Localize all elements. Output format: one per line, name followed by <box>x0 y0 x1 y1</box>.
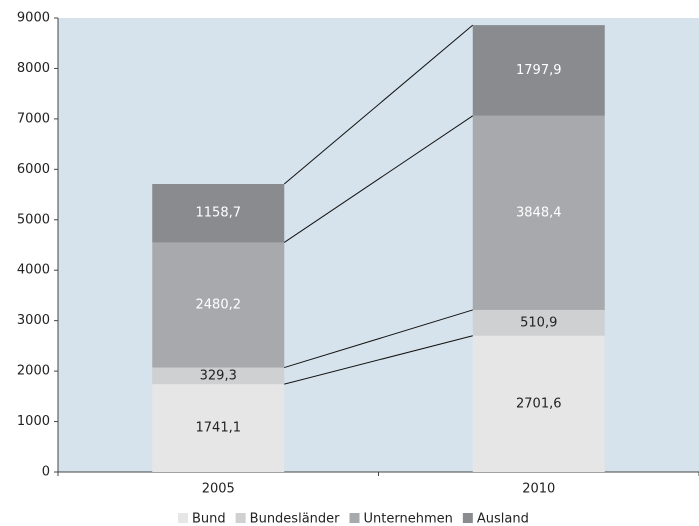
value-label: 2701,6 <box>516 396 562 411</box>
value-label: 1158,7 <box>196 206 242 221</box>
value-label: 3848,4 <box>516 205 562 220</box>
y-tick-label: 6000 <box>17 162 50 177</box>
y-tick-label: 9000 <box>17 11 50 26</box>
connector <box>283 115 474 243</box>
value-label: 510,9 <box>520 315 557 330</box>
value-label: 2480,2 <box>196 298 242 313</box>
legend-swatch <box>462 513 473 523</box>
legend-label: Bund <box>192 512 226 526</box>
y-tick-label: 8000 <box>17 61 50 76</box>
y-tick-label: 2000 <box>17 364 50 379</box>
y-tick-label: 4000 <box>17 263 50 278</box>
connector <box>283 24 474 185</box>
bar-segment <box>152 384 285 472</box>
legend-swatch <box>235 513 246 523</box>
value-label: 1741,1 <box>196 421 242 436</box>
bar-segment <box>472 115 605 310</box>
legend-label: Unternehmen <box>364 512 453 526</box>
bar-segment <box>152 242 285 368</box>
connector <box>284 335 473 385</box>
y-tick-label: 7000 <box>17 111 50 126</box>
y-tick-label: 3000 <box>17 313 50 328</box>
bar-segment <box>152 183 285 243</box>
y-tick-label: 0 <box>42 465 50 480</box>
y-tick-label: 1000 <box>17 414 50 429</box>
bar-segment <box>472 335 605 472</box>
value-label: 329,3 <box>200 368 237 383</box>
legend-label: Ausland <box>477 512 529 526</box>
legend-swatch <box>349 513 360 523</box>
value-label: 1797,9 <box>516 63 562 78</box>
connector <box>284 309 473 369</box>
legend-label: Bundesländer <box>250 512 340 526</box>
x-tick-label: 2005 <box>202 482 235 497</box>
y-tick-label: 5000 <box>17 212 50 227</box>
bar-segment <box>472 25 605 116</box>
legend-swatch <box>178 513 188 523</box>
bar-segment <box>152 367 285 385</box>
bar-segment <box>472 309 605 336</box>
x-tick-label: 2010 <box>522 482 555 497</box>
